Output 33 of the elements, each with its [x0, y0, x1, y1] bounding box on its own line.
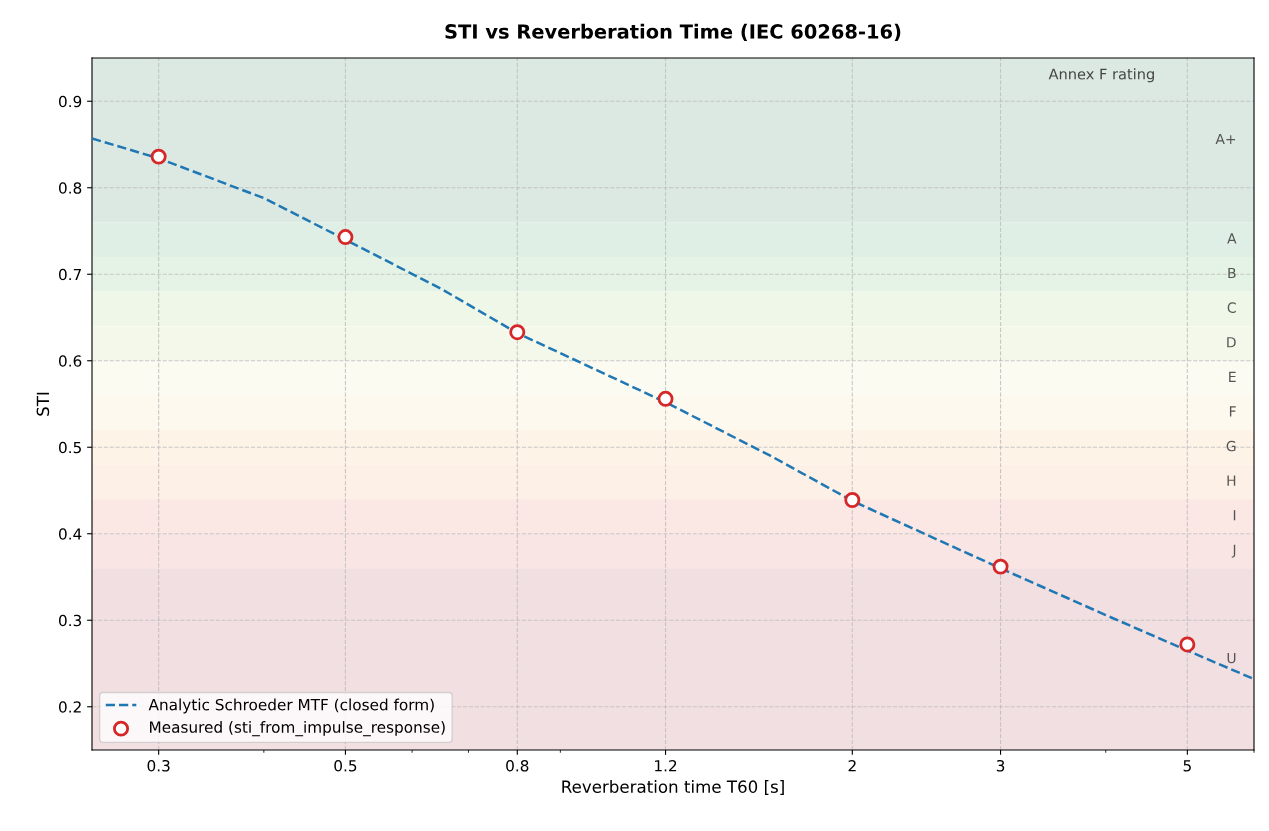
- x-tick-label: 0.3: [147, 759, 170, 772]
- y-tick-label: 0.6: [58, 355, 82, 367]
- band-label: G: [1226, 440, 1236, 452]
- x-tick-label: 0.8: [506, 759, 529, 772]
- band-label: E: [1229, 371, 1236, 382]
- legend-label: Analytic Schroeder MTF (closed form): [148, 698, 434, 714]
- y-tick-label: 0.3: [58, 614, 82, 627]
- band-label: C: [1227, 302, 1236, 313]
- band-label: U: [1227, 652, 1236, 664]
- y-tick-label: 0.2: [58, 701, 81, 713]
- band-label: F: [1229, 406, 1236, 417]
- band-label: A+: [1215, 133, 1236, 145]
- x-tick-label: 1.2: [655, 759, 677, 772]
- y-axis-title: STI: [36, 392, 50, 416]
- band-label: I: [1233, 510, 1236, 521]
- band-label: B: [1228, 267, 1236, 279]
- x-tick-label: 3: [996, 759, 1005, 772]
- y-tick-label: 0.7: [58, 268, 81, 281]
- band-label: J: [1231, 544, 1236, 558]
- x-tick-label: 5: [1183, 760, 1191, 772]
- band-label: D: [1227, 337, 1236, 348]
- band-label: A: [1227, 233, 1237, 244]
- x-axis-title: Reverberation time T60 [s]: [562, 780, 784, 795]
- y-tick-label: 0.4: [58, 528, 82, 540]
- legend-label: Measured (sti_from_impulse_response): [150, 721, 445, 737]
- y-tick-label: 0.8: [58, 182, 82, 194]
- annotation: Annex F rating: [1048, 68, 1154, 83]
- band-label: H: [1227, 475, 1236, 486]
- y-tick-label: 0.5: [58, 441, 81, 454]
- y-tick-label: 0.9: [58, 95, 82, 108]
- x-tick-label: 0.5: [334, 759, 357, 772]
- chart-title: STI vs Reverberation Time (IEC 60268-16): [445, 23, 901, 42]
- x-tick-label: 2: [848, 759, 856, 772]
